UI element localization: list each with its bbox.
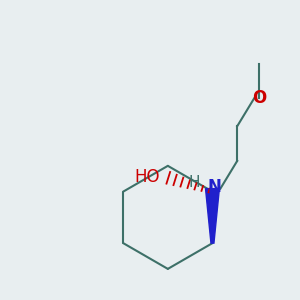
Text: HO: HO [134,168,160,186]
Text: N: N [208,178,221,196]
Text: H: H [189,175,200,190]
Text: O: O [252,89,266,107]
Polygon shape [206,189,219,243]
